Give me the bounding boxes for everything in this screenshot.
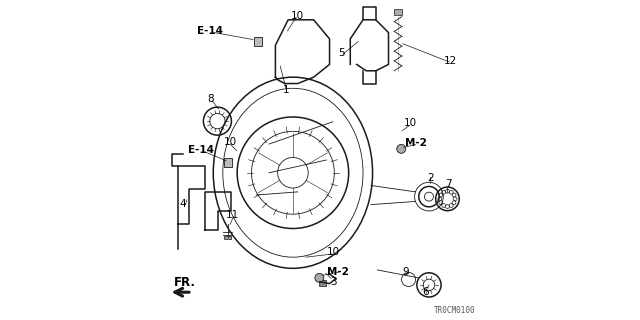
Circle shape xyxy=(397,144,406,153)
FancyBboxPatch shape xyxy=(253,37,262,46)
FancyBboxPatch shape xyxy=(394,9,402,15)
Text: 5: 5 xyxy=(339,48,345,58)
Circle shape xyxy=(315,273,324,282)
Text: 10: 10 xyxy=(291,11,303,21)
Text: 10: 10 xyxy=(223,137,237,147)
FancyBboxPatch shape xyxy=(319,280,326,286)
Text: 2: 2 xyxy=(428,173,434,183)
Text: 8: 8 xyxy=(207,94,213,104)
Text: 11: 11 xyxy=(226,210,239,220)
FancyBboxPatch shape xyxy=(224,236,232,239)
Text: 4: 4 xyxy=(180,199,186,209)
Text: E-14: E-14 xyxy=(188,146,214,156)
Text: 6: 6 xyxy=(422,287,429,297)
Text: M-2: M-2 xyxy=(326,267,348,276)
Text: TR0CM0100: TR0CM0100 xyxy=(434,307,476,316)
Text: 9: 9 xyxy=(402,267,409,277)
Text: 10: 10 xyxy=(404,118,417,128)
Text: FR.: FR. xyxy=(173,276,196,289)
Text: M-2: M-2 xyxy=(404,139,426,148)
Text: E-14: E-14 xyxy=(197,26,223,36)
Text: 12: 12 xyxy=(444,56,457,66)
Text: 3: 3 xyxy=(330,277,337,287)
FancyBboxPatch shape xyxy=(224,158,232,167)
Text: 10: 10 xyxy=(327,247,340,257)
Text: 7: 7 xyxy=(445,179,451,189)
Text: 1: 1 xyxy=(284,85,290,95)
